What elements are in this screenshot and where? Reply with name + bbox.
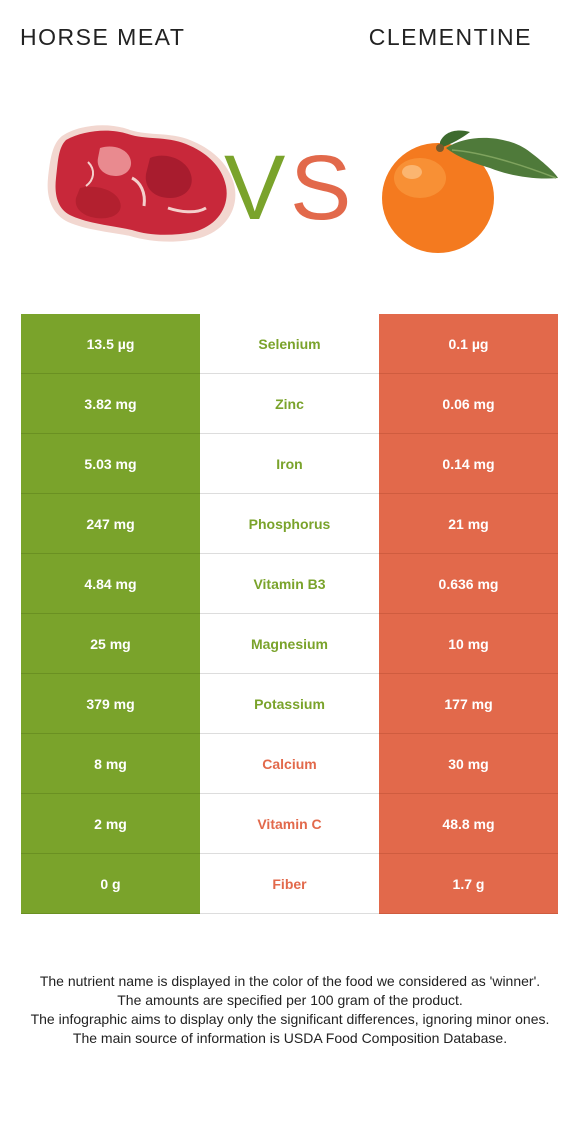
left-food-value: 4.84 mg <box>21 554 200 614</box>
footnote-line: The nutrient name is displayed in the co… <box>39 973 541 989</box>
raw-meat-steak-image <box>47 125 236 242</box>
nutrient-name: Selenium <box>200 314 379 374</box>
nutrient-name: Fiber <box>200 854 379 914</box>
footnote: The nutrient name is displayed in the co… <box>18 972 562 1048</box>
right-food-title: CLEMENTINE <box>368 24 532 50</box>
table-row: 247 mg Phosphorus 21 mg <box>21 494 558 554</box>
nutrient-comparison-table: 13.5 µg Selenium 0.1 µg 3.82 mg Zinc 0.06 mg 5… <box>21 314 558 914</box>
right-food-value: 48.8 mg <box>379 794 558 854</box>
nutrient-name: Calcium <box>200 734 379 794</box>
left-food-value: 0 g <box>21 854 200 914</box>
table-row: 4.84 mg Vitamin B3 0.636 mg <box>21 554 558 614</box>
left-food-title: HORSE MEAT <box>20 24 186 50</box>
nutrient-name: Iron <box>200 434 379 494</box>
right-food-value: 0.06 mg <box>379 374 558 434</box>
right-food-value: 10 mg <box>379 614 558 674</box>
left-food-value: 5.03 mg <box>21 434 200 494</box>
nutrient-name: Vitamin B3 <box>200 554 379 614</box>
right-food-value: 1.7 g <box>379 854 558 914</box>
footnote-line: The infographic aims to display only the… <box>30 1011 550 1027</box>
table-row: 2 mg Vitamin C 48.8 mg <box>21 794 558 854</box>
left-food-value: 247 mg <box>21 494 200 554</box>
table-row: 13.5 µg Selenium 0.1 µg <box>21 314 558 374</box>
footnote-line: The amounts are specified per 100 gram o… <box>117 992 463 1008</box>
right-food-value: 0.636 mg <box>379 554 558 614</box>
left-food-value: 13.5 µg <box>21 314 200 374</box>
table-row: 379 mg Potassium 177 mg <box>21 674 558 734</box>
left-food-value: 8 mg <box>21 734 200 794</box>
right-food-value: 21 mg <box>379 494 558 554</box>
hero-images <box>47 125 558 253</box>
nutrient-name: Phosphorus <box>200 494 379 554</box>
table-row: 3.82 mg Zinc 0.06 mg <box>21 374 558 434</box>
nutrient-name: Potassium <box>200 674 379 734</box>
vs-letter-v: V <box>224 137 286 239</box>
left-food-value: 2 mg <box>21 794 200 854</box>
left-food-value: 25 mg <box>21 614 200 674</box>
footnote-line: The main source of information is USDA F… <box>72 1030 508 1046</box>
right-food-value: 0.1 µg <box>379 314 558 374</box>
table-row: 25 mg Magnesium 10 mg <box>21 614 558 674</box>
right-food-value: 0.14 mg <box>379 434 558 494</box>
left-food-value: 379 mg <box>21 674 200 734</box>
left-food-value: 3.82 mg <box>21 374 200 434</box>
clementine-image <box>382 130 558 253</box>
nutrient-name: Magnesium <box>200 614 379 674</box>
right-food-value: 177 mg <box>379 674 558 734</box>
table-row: 0 g Fiber 1.7 g <box>21 854 558 914</box>
table-row: 8 mg Calcium 30 mg <box>21 734 558 794</box>
nutrient-name: Zinc <box>200 374 379 434</box>
right-food-value: 30 mg <box>379 734 558 794</box>
nutrient-name: Vitamin C <box>200 794 379 854</box>
table-row: 5.03 mg Iron 0.14 mg <box>21 434 558 494</box>
vs-letter-s: S <box>290 137 352 239</box>
